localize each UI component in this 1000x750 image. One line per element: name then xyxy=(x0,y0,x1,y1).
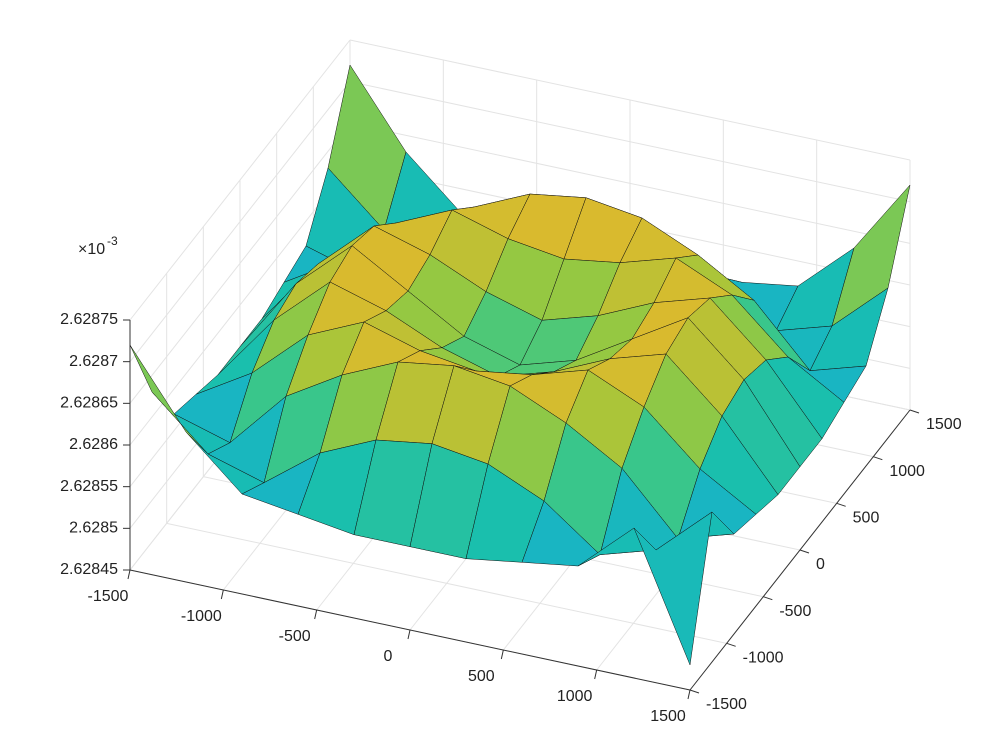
y-tick-label: 0 xyxy=(816,556,825,573)
grid-line xyxy=(129,39,351,321)
grid-line xyxy=(349,122,911,244)
x-tick-label: -500 xyxy=(279,628,311,645)
y-tick-label: -1000 xyxy=(743,650,784,667)
z-tick-label: 2.6286 xyxy=(69,436,118,453)
z-tick-label: 2.6287 xyxy=(69,353,118,370)
x-tick xyxy=(500,649,504,660)
y-tick xyxy=(836,502,846,507)
x-tick-label: 500 xyxy=(468,668,495,685)
z-tick-label: 2.6285 xyxy=(69,520,118,537)
x-tick xyxy=(314,609,318,620)
y-tick xyxy=(726,642,736,647)
y-tick-label: 1000 xyxy=(889,463,925,480)
surface xyxy=(129,64,911,666)
z-tick-label: 2.62865 xyxy=(60,395,118,412)
grid-line xyxy=(129,81,351,362)
z-tick-label: 2.62875 xyxy=(60,311,118,328)
z-scale-exponent: -3 xyxy=(107,234,118,248)
x-tick-label: 1000 xyxy=(557,688,593,705)
y-tick xyxy=(799,549,810,554)
y-tick-label: 1500 xyxy=(926,416,962,433)
z-tick-label: 2.62845 xyxy=(60,561,118,578)
y-tick xyxy=(689,689,700,694)
grid-line xyxy=(129,164,351,446)
x-tick-label: 1500 xyxy=(650,708,686,725)
y-tick xyxy=(763,596,773,601)
y-tick xyxy=(909,409,920,414)
x-tick-label: 0 xyxy=(384,648,393,665)
y-tick-label: 500 xyxy=(853,510,880,527)
grid-line xyxy=(166,522,727,644)
x-tick-label: -1000 xyxy=(181,608,222,625)
grid-line xyxy=(349,81,911,203)
x-tick xyxy=(594,669,598,680)
x-tick xyxy=(687,689,691,700)
x-tick-label: -1500 xyxy=(88,588,129,605)
y-tick xyxy=(873,456,883,461)
x-tick xyxy=(127,569,131,580)
x-tick xyxy=(220,589,224,600)
grid-line xyxy=(129,123,351,404)
x-tick xyxy=(407,629,411,640)
y-tick-label: -500 xyxy=(779,603,811,620)
z-tick-label: 2.62855 xyxy=(60,478,118,495)
grid-line xyxy=(349,39,911,161)
surface-patch xyxy=(633,511,713,666)
z-scale-label: ×10 xyxy=(78,241,105,258)
y-tick-label: -1500 xyxy=(706,696,747,713)
